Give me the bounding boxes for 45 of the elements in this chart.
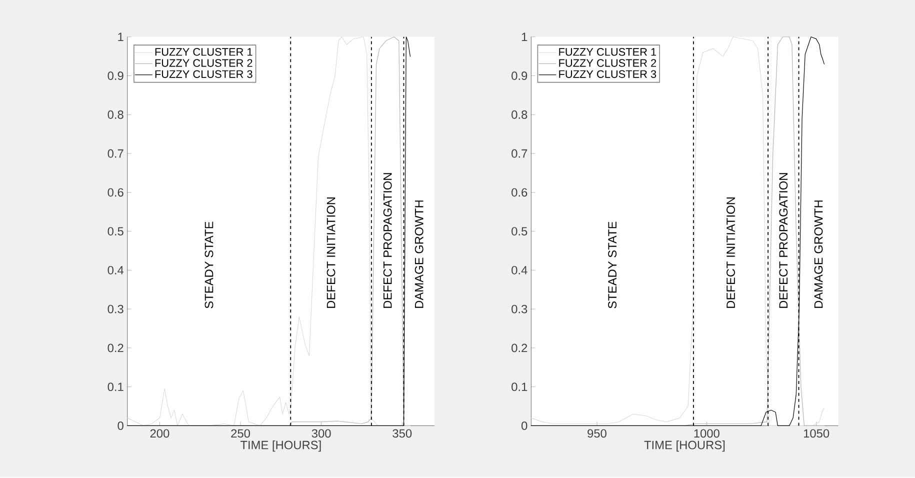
legend-label: FUZZY CLUSTER 1 [559,48,656,56]
x-tick-label: 1000 [694,429,720,438]
y-tick-label: 0.6 [108,188,124,197]
y-tick-label: 0.1 [108,382,124,392]
y-tick-label: 0.4 [108,266,124,275]
x-tick-label: 200 [150,429,170,438]
y-tick-label: 0.4 [512,266,528,275]
y-tick-label: 0.8 [512,110,528,120]
x-tick-label: 300 [312,429,331,438]
y-tick-label: 0.3 [108,305,124,314]
legend-label: FUZZY CLUSTER 3 [155,70,252,78]
y-tick-label: 0 [522,422,528,430]
x-tick-label: 250 [231,429,250,438]
y-tick-label: 0.2 [512,344,528,352]
y-tick-label: 0.7 [512,150,528,158]
legend-label: FUZZY CLUSTER 2 [559,59,656,68]
y-tick-label: 1 [118,33,124,42]
legend-label: FUZZY CLUSTER 3 [559,70,656,78]
y-tick-label: 0.2 [108,344,124,352]
y-tick-label: 1 [522,33,528,42]
annotation: DEFECT INITIATION [726,198,735,308]
x-tick-label: 1050 [804,429,830,438]
annotation: DEFECT PROPAGATION [779,173,788,308]
x-axis-title: TIME [HOURS] [240,440,321,452]
y-tick-label: 0.9 [108,72,124,80]
legend-label: FUZZY CLUSTER 1 [155,48,252,56]
x-tick-label: 350 [392,429,412,438]
annotation: DAMAGE GROWTH [814,200,823,308]
y-tick-label: 0 [118,422,124,430]
annotation: STEADY STATE [204,222,214,309]
y-tick-label: 0.1 [512,382,528,392]
y-tick-label: 0.6 [512,188,528,197]
y-tick-label: 0.3 [512,305,528,314]
annotation: DAMAGE GROWTH [414,200,424,308]
annotation: STEADY STATE [608,222,617,309]
y-tick-label: 0.8 [108,110,124,120]
x-axis-title: TIME [HOURS] [644,440,725,452]
annotation: DEFECT PROPAGATION [383,173,392,308]
y-tick-label: 0.7 [108,150,124,158]
y-tick-label: 0.5 [512,227,528,236]
x-tick-label: 950 [588,429,606,438]
y-tick-label: 0.5 [108,227,124,236]
annotation: DEFECT INITIATION [326,198,336,308]
y-tick-label: 0.9 [512,72,528,80]
legend-label: FUZZY CLUSTER 2 [155,59,252,68]
